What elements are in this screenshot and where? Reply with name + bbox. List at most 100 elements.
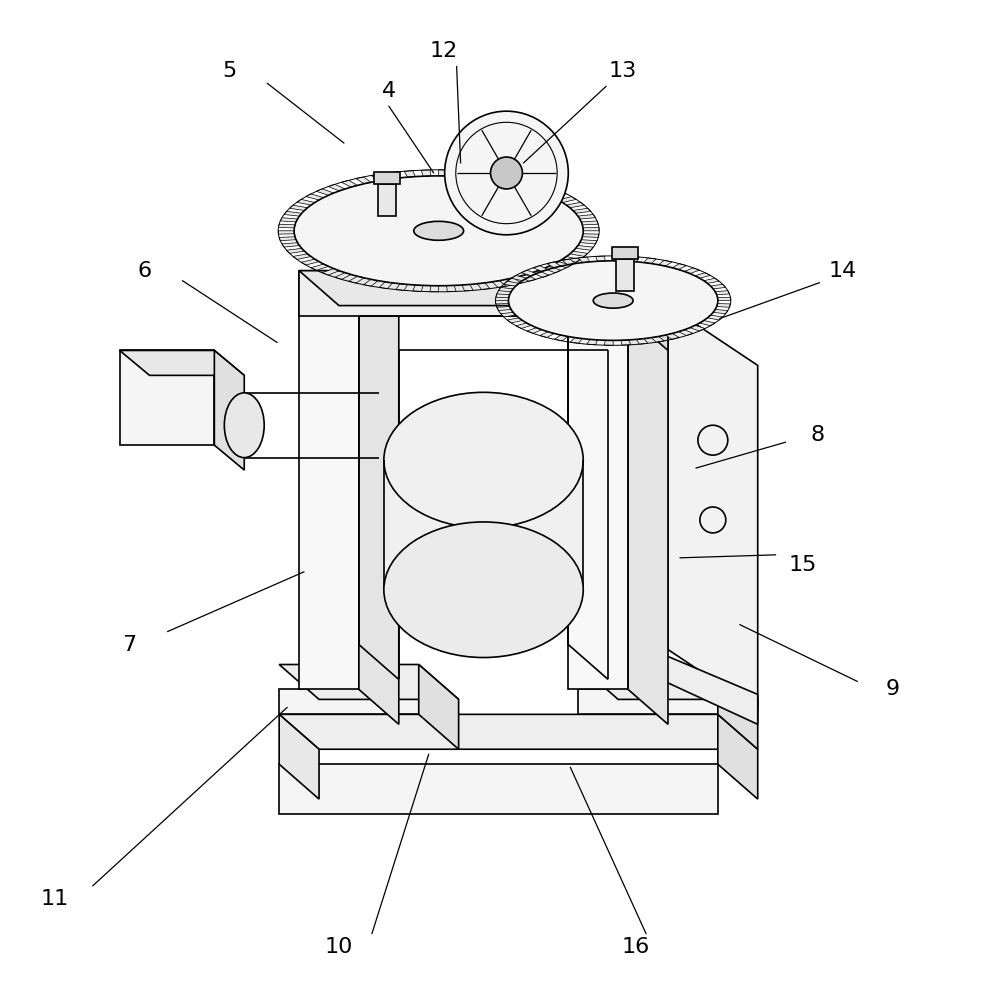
Polygon shape (711, 284, 726, 289)
Polygon shape (708, 315, 723, 320)
Polygon shape (328, 184, 345, 191)
Text: 13: 13 (609, 61, 637, 81)
Polygon shape (388, 172, 400, 179)
Polygon shape (672, 264, 687, 269)
Polygon shape (583, 228, 599, 231)
Polygon shape (419, 665, 459, 749)
Polygon shape (299, 271, 399, 306)
Polygon shape (282, 243, 299, 247)
Polygon shape (299, 271, 668, 306)
Polygon shape (628, 271, 668, 724)
Polygon shape (543, 266, 561, 273)
Polygon shape (497, 307, 511, 311)
Polygon shape (570, 338, 582, 343)
Polygon shape (604, 340, 613, 345)
Polygon shape (447, 285, 456, 292)
Polygon shape (280, 218, 297, 222)
Ellipse shape (384, 392, 583, 528)
Polygon shape (286, 248, 304, 253)
Polygon shape (570, 251, 588, 256)
Polygon shape (349, 276, 364, 283)
Polygon shape (462, 284, 474, 291)
Text: 14: 14 (829, 261, 856, 281)
Polygon shape (580, 240, 597, 244)
Polygon shape (628, 271, 668, 350)
Text: 9: 9 (885, 679, 899, 699)
Polygon shape (499, 175, 513, 182)
Polygon shape (595, 256, 605, 261)
Polygon shape (539, 332, 554, 338)
Polygon shape (396, 284, 408, 290)
Polygon shape (690, 325, 705, 331)
Text: 7: 7 (123, 635, 137, 655)
Polygon shape (526, 182, 542, 189)
Polygon shape (316, 189, 334, 195)
Polygon shape (335, 273, 351, 279)
Text: 10: 10 (325, 937, 353, 957)
Polygon shape (493, 281, 506, 287)
Ellipse shape (294, 176, 583, 286)
Polygon shape (521, 270, 536, 276)
Polygon shape (578, 257, 590, 263)
Polygon shape (718, 297, 731, 301)
Polygon shape (644, 258, 656, 264)
Polygon shape (120, 350, 244, 375)
Text: 11: 11 (41, 889, 69, 909)
Polygon shape (356, 177, 371, 184)
Polygon shape (553, 262, 571, 268)
Circle shape (491, 157, 522, 189)
Polygon shape (704, 278, 719, 283)
Polygon shape (496, 294, 509, 298)
Polygon shape (659, 260, 672, 266)
Polygon shape (503, 281, 518, 286)
Polygon shape (684, 268, 700, 274)
Polygon shape (371, 174, 385, 181)
Polygon shape (297, 199, 315, 205)
Polygon shape (612, 247, 638, 259)
Polygon shape (554, 335, 567, 341)
Polygon shape (578, 214, 595, 219)
Ellipse shape (224, 393, 264, 458)
Polygon shape (384, 460, 583, 590)
Polygon shape (578, 665, 758, 699)
Polygon shape (532, 271, 549, 277)
Polygon shape (562, 257, 580, 262)
Polygon shape (573, 208, 591, 213)
Polygon shape (311, 264, 328, 270)
Polygon shape (359, 271, 399, 724)
Ellipse shape (508, 261, 718, 340)
Polygon shape (279, 714, 758, 749)
Polygon shape (513, 179, 528, 185)
Polygon shape (422, 170, 431, 176)
Polygon shape (278, 231, 294, 234)
Polygon shape (322, 269, 339, 275)
Polygon shape (547, 262, 560, 268)
Polygon shape (279, 665, 459, 699)
Polygon shape (538, 187, 555, 193)
Polygon shape (621, 340, 631, 345)
Polygon shape (581, 221, 598, 225)
Polygon shape (214, 350, 244, 470)
Text: 5: 5 (222, 61, 236, 81)
Polygon shape (279, 689, 419, 714)
Polygon shape (549, 191, 566, 198)
Polygon shape (668, 306, 758, 709)
Polygon shape (379, 282, 393, 289)
Polygon shape (500, 312, 515, 317)
Polygon shape (496, 301, 508, 304)
Polygon shape (613, 256, 622, 261)
Polygon shape (713, 309, 728, 314)
Polygon shape (507, 318, 522, 323)
Polygon shape (715, 291, 730, 295)
Polygon shape (498, 287, 513, 292)
Polygon shape (700, 320, 715, 326)
Polygon shape (651, 336, 664, 342)
Polygon shape (455, 170, 465, 177)
Polygon shape (374, 172, 400, 184)
Polygon shape (301, 259, 319, 265)
Polygon shape (616, 259, 634, 291)
Polygon shape (293, 254, 311, 259)
Polygon shape (718, 714, 758, 799)
Polygon shape (439, 170, 448, 176)
Polygon shape (299, 271, 628, 316)
